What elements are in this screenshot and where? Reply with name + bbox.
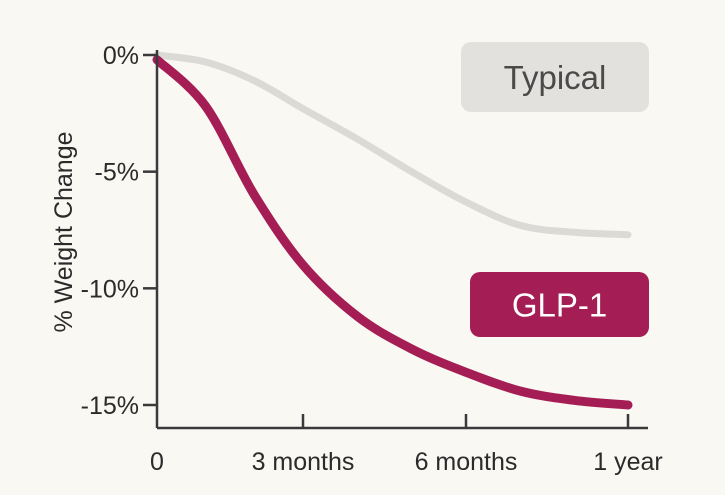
y-tick-label: -15% [81, 392, 139, 420]
legend-badge-glp-1 [470, 272, 649, 337]
x-tick-label: 1 year [593, 448, 662, 476]
labels-layer: 0% -5% -10% -15% 0 3 months 6 months 1 year % We… [50, 42, 663, 476]
x-tick-label: 3 months [252, 448, 355, 476]
legend-layer: Typical GLP-1 [461, 42, 649, 337]
y-tick-label: 0% [103, 42, 139, 70]
series-line-typical [153, 51, 632, 239]
y-axis-title: % Weight Change [50, 131, 78, 332]
legend-badge-typical [461, 42, 649, 112]
y-tick-label: -10% [81, 275, 139, 303]
x-tick-label: 6 months [415, 448, 518, 476]
y-tick-label: -5% [95, 159, 139, 187]
axes-layer [143, 50, 648, 430]
series-line-glp-1 [152, 55, 633, 410]
legend-label: Typical [504, 59, 607, 96]
series-layer [152, 51, 633, 410]
x-tick-label: 0 [150, 448, 164, 476]
legend-label: GLP-1 [512, 287, 607, 324]
